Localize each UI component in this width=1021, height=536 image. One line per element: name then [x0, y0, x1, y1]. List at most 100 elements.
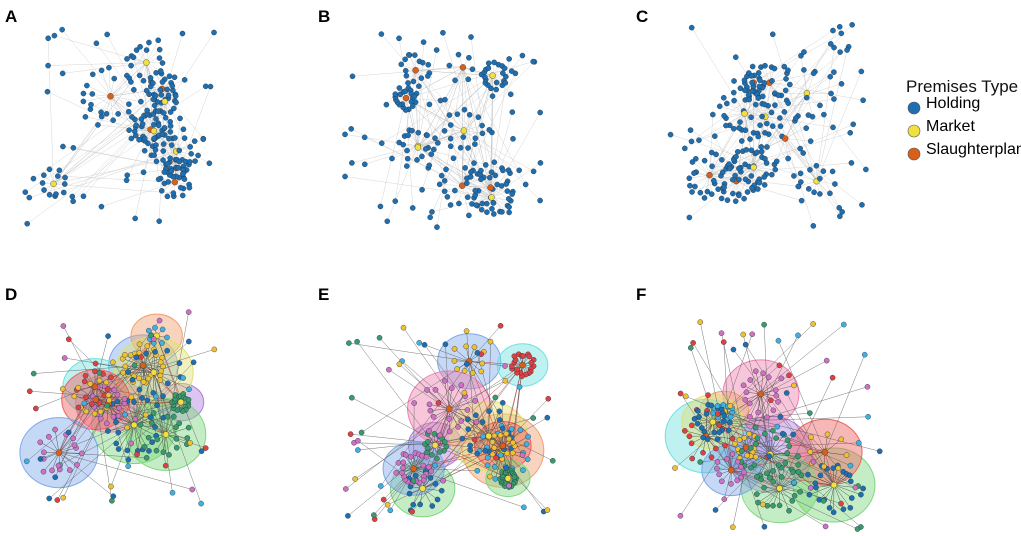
node — [720, 94, 727, 101]
node — [407, 453, 414, 460]
node — [354, 338, 360, 345]
edge — [144, 62, 147, 139]
node — [708, 191, 715, 197]
node — [810, 458, 817, 465]
node — [74, 462, 80, 468]
node — [785, 100, 792, 107]
node — [378, 31, 385, 37]
node — [450, 155, 457, 162]
edge — [731, 470, 826, 527]
node — [720, 418, 727, 424]
edge — [153, 341, 189, 373]
node — [682, 428, 688, 434]
node — [830, 124, 836, 131]
node — [704, 188, 711, 195]
edge — [833, 484, 861, 495]
node — [506, 435, 512, 442]
node — [807, 166, 813, 173]
node — [677, 512, 684, 519]
node — [686, 175, 693, 182]
node — [716, 103, 723, 110]
node — [827, 73, 834, 80]
node — [762, 62, 768, 69]
edge — [779, 377, 833, 489]
node — [187, 144, 193, 150]
node — [687, 182, 693, 189]
edge — [757, 488, 780, 503]
node — [159, 326, 166, 333]
node — [849, 22, 855, 28]
node — [347, 431, 354, 437]
node — [82, 114, 89, 120]
node — [70, 145, 77, 151]
node — [198, 448, 205, 454]
node — [544, 507, 551, 513]
node — [143, 59, 150, 66]
node — [434, 455, 440, 462]
node — [753, 101, 759, 108]
node — [441, 439, 448, 445]
node — [62, 174, 68, 181]
edge — [449, 384, 462, 409]
node — [441, 378, 448, 384]
node — [496, 408, 503, 415]
edge — [435, 417, 534, 446]
edge — [110, 75, 128, 97]
edge — [833, 484, 851, 508]
node — [145, 375, 152, 382]
node — [414, 144, 422, 151]
edge — [57, 175, 175, 183]
node — [689, 189, 695, 195]
node — [790, 431, 796, 438]
node — [506, 56, 512, 62]
node — [537, 160, 544, 166]
node — [863, 166, 869, 173]
node — [120, 369, 126, 376]
node — [452, 187, 458, 194]
node — [65, 336, 72, 343]
node — [729, 451, 736, 457]
node — [138, 354, 144, 360]
node — [694, 420, 701, 427]
legend-label: Market — [926, 118, 975, 135]
node — [403, 72, 410, 79]
node — [122, 352, 128, 358]
node — [133, 122, 139, 128]
node — [823, 357, 830, 364]
edge — [744, 113, 863, 205]
node — [161, 169, 168, 175]
node — [65, 429, 72, 436]
node — [153, 158, 160, 165]
legend-title: Premises Type — [906, 77, 1018, 96]
node — [505, 196, 512, 202]
edge — [461, 67, 464, 186]
node — [427, 407, 434, 414]
edge — [767, 82, 770, 106]
node — [406, 490, 413, 497]
node — [861, 351, 868, 358]
node — [695, 408, 701, 414]
node — [447, 202, 454, 208]
node — [696, 137, 702, 143]
node — [46, 191, 53, 198]
edge — [770, 454, 793, 470]
node — [789, 498, 796, 504]
legend-label: Holding — [926, 95, 980, 112]
node — [777, 115, 783, 121]
node — [859, 202, 865, 208]
node — [775, 92, 782, 98]
edge — [772, 34, 817, 182]
node — [860, 97, 866, 104]
edge — [412, 364, 523, 512]
node — [727, 403, 734, 409]
node — [167, 129, 174, 135]
node — [402, 94, 410, 102]
node — [709, 163, 715, 170]
node — [415, 129, 422, 136]
node — [349, 73, 356, 80]
node — [691, 170, 697, 176]
node — [124, 424, 130, 431]
edge — [83, 96, 111, 102]
node — [766, 453, 773, 459]
node — [736, 436, 743, 443]
